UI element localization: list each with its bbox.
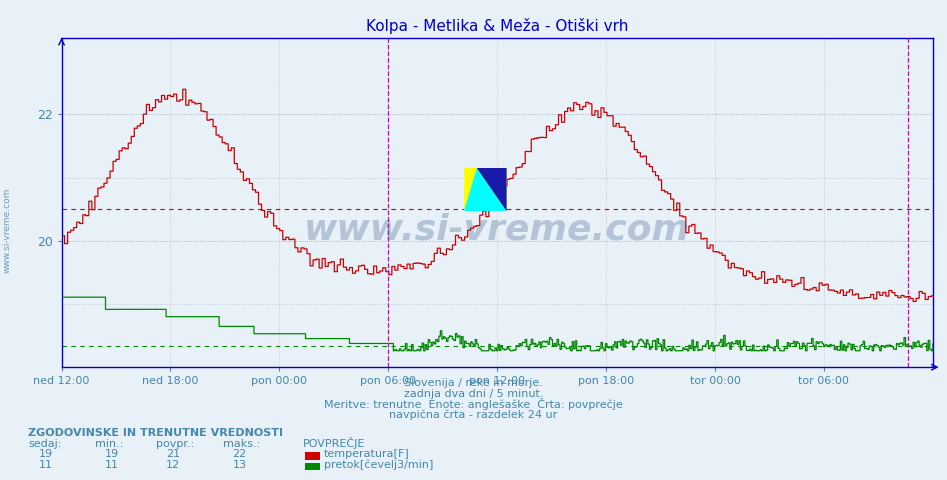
Text: temperatura[F]: temperatura[F]: [324, 449, 410, 459]
Text: maks.:: maks.:: [223, 439, 259, 449]
Text: www.si-vreme.com: www.si-vreme.com: [3, 188, 12, 273]
Text: zadnja dva dni / 5 minut.: zadnja dva dni / 5 minut.: [403, 389, 544, 399]
Text: Meritve: trenutne  Enote: anglešaške  Črta: povprečje: Meritve: trenutne Enote: anglešaške Črta…: [324, 397, 623, 409]
Text: Slovenija / reke in morje.: Slovenija / reke in morje.: [404, 378, 543, 388]
Text: 11: 11: [39, 459, 52, 469]
Text: www.si-vreme.com: www.si-vreme.com: [304, 212, 690, 246]
Title: Kolpa - Metlika & Meža - Otiški vrh: Kolpa - Metlika & Meža - Otiški vrh: [366, 18, 629, 35]
Polygon shape: [464, 168, 507, 211]
Polygon shape: [477, 168, 507, 211]
Text: 22: 22: [232, 449, 247, 459]
Text: 13: 13: [233, 459, 246, 469]
Text: 12: 12: [167, 459, 180, 469]
Text: sedaj:: sedaj:: [28, 439, 62, 449]
Text: navpična črta - razdelek 24 ur: navpična črta - razdelek 24 ur: [389, 409, 558, 420]
Text: 11: 11: [105, 459, 118, 469]
Text: pretok[čevelj3/min]: pretok[čevelj3/min]: [324, 459, 433, 469]
Text: 19: 19: [39, 449, 52, 459]
Text: POVPREČJE: POVPREČJE: [303, 437, 366, 449]
Text: 21: 21: [167, 449, 180, 459]
Text: min.:: min.:: [95, 439, 123, 449]
Text: ZGODOVINSKE IN TRENUTNE VREDNOSTI: ZGODOVINSKE IN TRENUTNE VREDNOSTI: [28, 428, 283, 438]
Text: 19: 19: [105, 449, 118, 459]
Text: povpr.:: povpr.:: [156, 439, 194, 449]
